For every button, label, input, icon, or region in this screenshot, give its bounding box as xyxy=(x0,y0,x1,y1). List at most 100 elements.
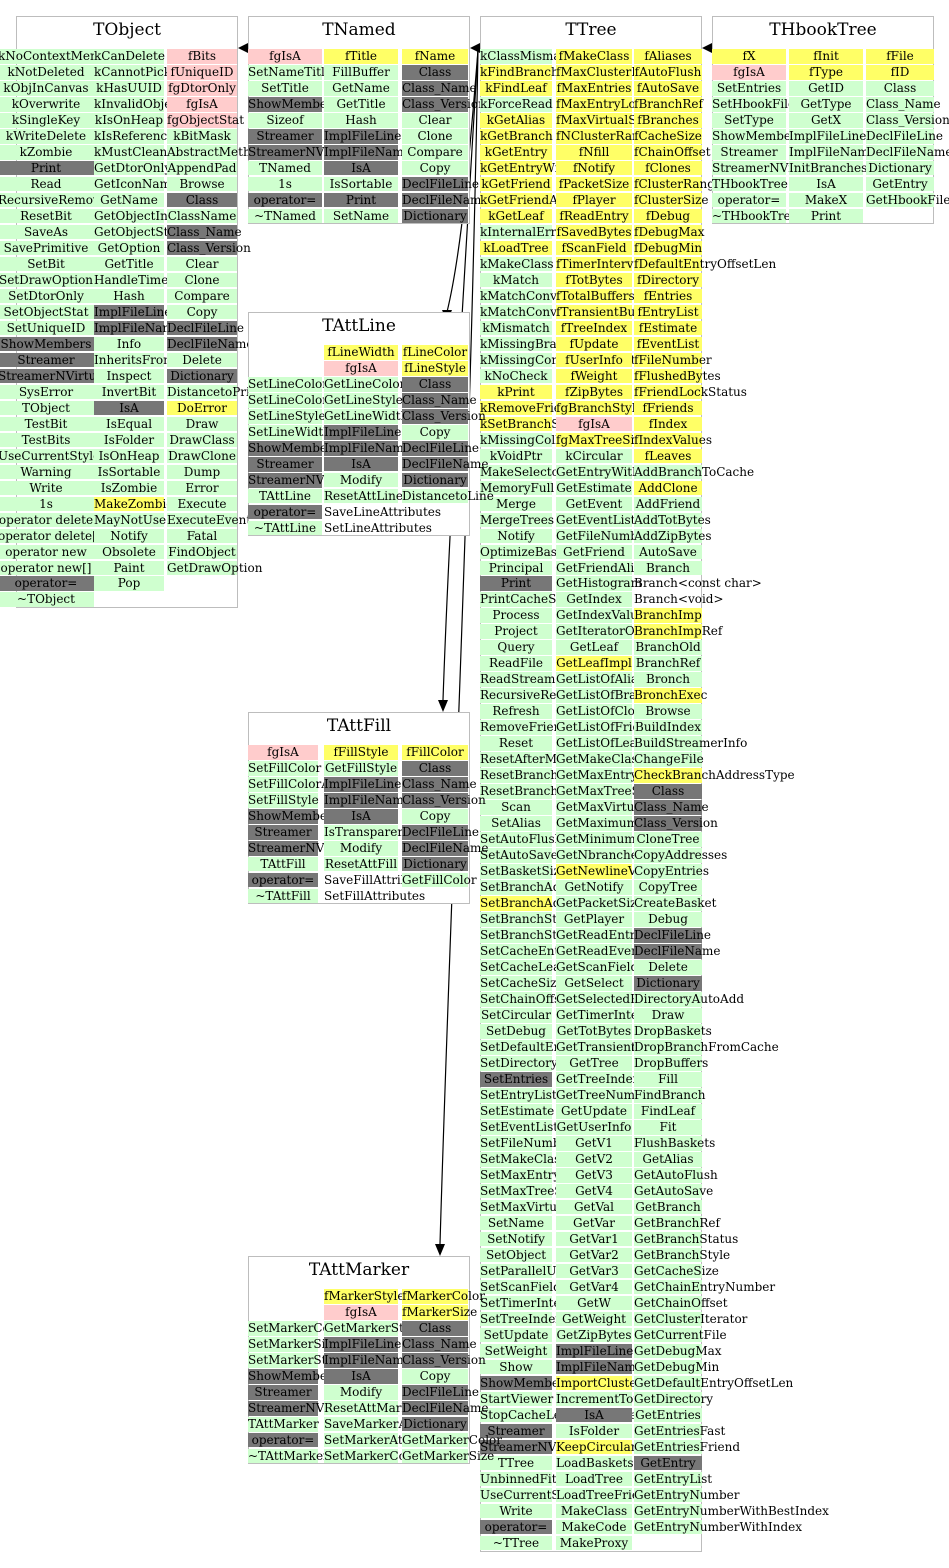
class-member: IncrementTotalBuffers xyxy=(556,1391,694,1407)
class-member: ShowMembers xyxy=(0,336,94,352)
class-member: Branch<const char> xyxy=(634,576,762,591)
class-member: fMarkerColor xyxy=(402,1289,485,1304)
class-member: SetLineWidth xyxy=(248,424,331,440)
class-member: kGetBranch xyxy=(480,128,553,144)
class-member: Streamer xyxy=(248,824,318,840)
class-member: fMarkerStyle xyxy=(324,1289,405,1304)
class-member: GetDirectory xyxy=(634,1391,714,1407)
class-member: ShowMembers xyxy=(248,96,339,112)
class-member: SetChainOffset xyxy=(480,992,573,1007)
class-member: GetVar2 xyxy=(556,1247,632,1263)
class-member: IsSortable xyxy=(94,464,164,480)
class-member: GetListOfLeaves xyxy=(556,736,657,751)
class-member: ImportClusterRanges xyxy=(556,1375,688,1391)
class-title: TAttMarker xyxy=(308,1260,410,1280)
class-member: kCircular xyxy=(556,448,632,464)
class-member: DirectoryAutoAdd xyxy=(634,992,745,1007)
class-member: Reset xyxy=(480,736,552,751)
class-member: GetFileNumber xyxy=(556,528,651,544)
class-member: DrawClone xyxy=(167,448,237,464)
class-member: ~TTree xyxy=(480,1535,552,1551)
class-member: fFileNumber xyxy=(634,352,712,368)
class-member: fMaxVirtualSize xyxy=(556,112,654,128)
class-member: ImplFileName xyxy=(789,144,876,160)
class-member: kBitMask xyxy=(167,128,237,144)
class-member: Warning xyxy=(0,464,94,480)
class-member: Class_Version xyxy=(167,240,251,256)
class-member: SetAlias xyxy=(480,816,552,831)
class-member: ClassName xyxy=(167,208,237,224)
class-member: fWeight xyxy=(556,368,632,384)
class-member: Compare xyxy=(167,288,237,304)
class-member: Obsolete xyxy=(94,544,164,560)
class-member: fInit xyxy=(789,49,863,64)
class-member: operator delete[] xyxy=(0,528,102,544)
class-member: Browse xyxy=(634,704,702,719)
class-member: GetWeight xyxy=(556,1311,632,1327)
class-member: Fatal xyxy=(167,528,237,544)
class-member: GetSelectedRows xyxy=(556,992,663,1007)
class-member: SetScanField xyxy=(480,1279,561,1295)
class-member: DeclFileLine xyxy=(634,928,712,943)
class-member: MayNotUse xyxy=(94,512,167,528)
class-member: Class_Version xyxy=(402,96,486,112)
class-member: kIsOnHeap xyxy=(94,112,164,128)
class-member: Bronch xyxy=(634,672,702,687)
class-member: ImplFileLine xyxy=(324,776,402,792)
class-member: Error xyxy=(167,480,237,496)
class-member: Hash xyxy=(94,288,164,304)
class-member: Browse xyxy=(167,176,237,192)
class-member: fgIsA xyxy=(324,360,398,376)
class-member: GetLeafImpl xyxy=(556,656,632,671)
class-member: IsA xyxy=(324,160,398,176)
class-member: SetDrawOption xyxy=(0,272,94,288)
class-member: Class_Version xyxy=(402,408,486,424)
class-member: IsOnHeap xyxy=(94,448,164,464)
class-member: Hash xyxy=(324,112,398,128)
class-member: ~TNamed xyxy=(248,208,322,224)
class-member: fMarkerSize xyxy=(402,1304,478,1320)
class-member: Show xyxy=(480,1359,552,1375)
class-member: Notify xyxy=(94,528,164,544)
class-member: fZipBytes xyxy=(556,384,632,400)
class-member: DoError xyxy=(167,400,237,416)
class-member: Class_Name xyxy=(866,96,941,112)
class-member: DeclFileLine xyxy=(167,320,245,336)
class-member: AutoSave xyxy=(634,544,702,560)
class-member: FlushBaskets xyxy=(634,1135,716,1151)
class-member: IsFolder xyxy=(556,1423,632,1439)
class-member: GetMinimum xyxy=(556,832,636,847)
member-column: fX fgIsA SetEntries SetHbookFile SetType Show… xyxy=(712,49,821,225)
class-member: Clone xyxy=(167,272,237,288)
class-member: GetAutoSave xyxy=(634,1183,714,1199)
class-member: fEstimate xyxy=(634,320,702,336)
class-member: StreamerNVirtual xyxy=(248,144,358,160)
class-member: fLineColor xyxy=(402,345,468,360)
class-member: fUniqueID xyxy=(167,64,237,80)
class-member: BranchRef xyxy=(634,656,702,671)
class-member: GetLeaf xyxy=(556,640,632,656)
class-member: CopyEntries xyxy=(634,864,710,879)
class-member: operator= xyxy=(248,1432,318,1448)
class-member: ResetAttLine xyxy=(324,488,403,504)
class-member: GetDrawOption xyxy=(167,560,263,576)
class-member: operator= xyxy=(248,872,318,888)
class-member: fgIsA xyxy=(167,96,237,112)
class-member: Class_Name xyxy=(402,776,477,792)
class-member: kZombie xyxy=(0,144,94,160)
class-member: GetMarkerSize xyxy=(402,1448,495,1464)
class-member: ResetBranchAddress xyxy=(480,768,608,783)
class-member: StartViewer xyxy=(480,1391,554,1407)
class-member: GetFillColor xyxy=(402,872,477,888)
class-member: ShowMembers xyxy=(480,1375,571,1391)
class-member: GetEntriesFriend xyxy=(634,1439,741,1455)
class-member: SetWeight xyxy=(480,1343,552,1359)
class-member: GetTree xyxy=(556,1056,632,1071)
member-column: fFillStyle GetFillStyle ImplFileLine ImplFi… xyxy=(324,745,434,905)
class-member: GetVar3 xyxy=(556,1263,632,1279)
member-column: fgIsA SetFillColor SetFillColorAlpha SetFil… xyxy=(248,745,357,905)
class-member: 1s xyxy=(248,176,322,192)
arrowhead-tattfill xyxy=(438,700,448,712)
class-member: Branch<void> xyxy=(634,592,724,607)
class-member: SetCacheLearnEntries xyxy=(480,960,618,975)
